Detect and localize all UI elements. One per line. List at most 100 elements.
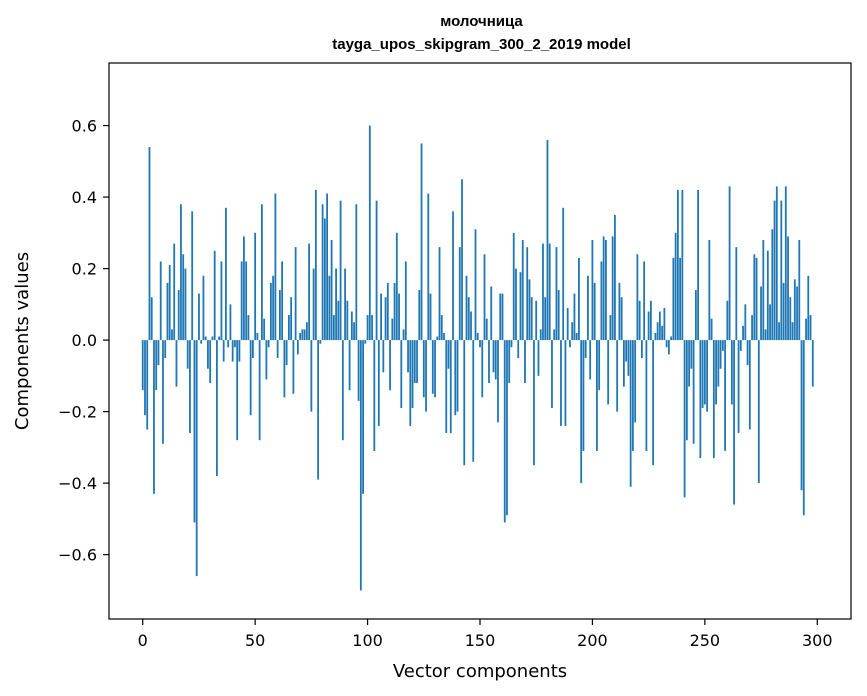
bar	[393, 282, 396, 341]
bar	[400, 340, 403, 409]
bar	[773, 200, 776, 341]
bar	[422, 340, 425, 398]
x-tick-label: 50	[245, 631, 265, 650]
bar	[141, 340, 144, 391]
bar	[807, 275, 810, 341]
bar	[562, 207, 565, 341]
bar	[580, 340, 583, 484]
chart-subtitle: tayga_upos_skipgram_300_2_2019 model	[332, 36, 631, 53]
bar	[728, 186, 731, 341]
bar	[272, 275, 275, 341]
bar	[204, 336, 207, 341]
bar	[425, 340, 427, 412]
bar	[748, 340, 751, 430]
y-tick-label: 0.2	[72, 260, 97, 279]
bar	[382, 340, 385, 373]
bar	[575, 332, 578, 341]
bar	[269, 282, 272, 341]
bar	[481, 340, 484, 398]
bar	[744, 304, 747, 341]
bar	[656, 322, 659, 341]
bar	[371, 315, 373, 341]
bar	[252, 340, 254, 358]
bar	[715, 340, 717, 405]
bar	[447, 340, 450, 369]
bar	[389, 340, 391, 391]
bar	[294, 247, 297, 341]
bar	[800, 340, 803, 491]
bar	[263, 318, 266, 341]
bar	[454, 340, 457, 416]
bar	[227, 340, 230, 348]
bar	[721, 340, 724, 351]
bar	[445, 340, 448, 434]
bar	[290, 297, 293, 341]
bar	[564, 340, 567, 426]
bar	[544, 297, 547, 341]
bar	[474, 229, 477, 341]
bar	[533, 340, 535, 466]
bar	[787, 236, 789, 341]
bar	[470, 311, 472, 341]
bar	[193, 340, 196, 523]
bar	[299, 332, 302, 341]
bar	[501, 293, 504, 341]
bar	[276, 340, 279, 358]
x-axis: 0 50 100 150 200 250 300	[138, 619, 833, 650]
bar	[766, 250, 769, 341]
bar	[667, 340, 670, 355]
bar	[166, 282, 169, 341]
bar	[305, 322, 308, 341]
bar	[461, 179, 463, 341]
bar	[584, 340, 587, 358]
bar	[672, 257, 675, 341]
bar	[524, 340, 526, 384]
bar	[380, 293, 382, 341]
bar	[571, 322, 574, 341]
bar	[598, 340, 601, 391]
bar	[479, 340, 481, 348]
bar	[488, 340, 490, 384]
bar	[207, 340, 209, 369]
bar	[751, 315, 753, 341]
bar	[261, 204, 263, 341]
bar	[395, 232, 398, 341]
bar	[458, 247, 461, 341]
bar	[180, 204, 182, 341]
bar	[265, 340, 268, 380]
bar	[314, 189, 317, 341]
bar	[681, 189, 684, 341]
bar	[159, 261, 162, 341]
bar	[195, 340, 198, 577]
bar	[240, 261, 243, 341]
bar	[791, 322, 794, 341]
bar	[308, 243, 311, 341]
bar	[418, 290, 421, 341]
bar	[649, 300, 652, 341]
bar	[243, 236, 245, 341]
bar	[287, 315, 290, 341]
bar	[553, 329, 556, 341]
bar	[436, 336, 439, 341]
bar	[146, 340, 149, 430]
bar	[694, 290, 697, 341]
bar	[234, 340, 236, 348]
bar	[175, 340, 178, 387]
y-axis-label: Components values	[12, 252, 33, 430]
bar	[310, 340, 313, 412]
bar	[274, 193, 277, 341]
bar	[346, 300, 349, 341]
bar	[737, 340, 740, 434]
bar	[753, 254, 756, 341]
bar	[796, 286, 798, 341]
x-tick-label: 250	[690, 631, 721, 650]
bar	[420, 143, 423, 341]
bar	[690, 340, 693, 369]
bar	[739, 340, 742, 351]
bar	[746, 340, 749, 366]
bar	[784, 186, 787, 341]
y-tick-label: 0.4	[72, 188, 97, 207]
bar	[386, 282, 389, 341]
bar	[427, 193, 430, 341]
bar	[755, 257, 758, 341]
